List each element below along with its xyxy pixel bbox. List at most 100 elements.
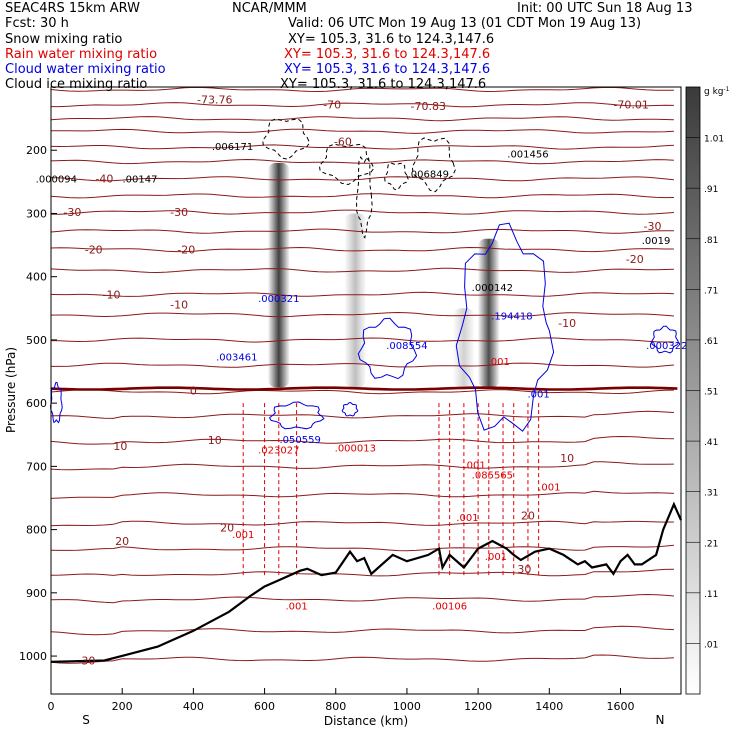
zero-degree-contour <box>50 386 678 391</box>
maximum-label: .001 <box>285 601 307 612</box>
colorbar: .01 .11 .21 .31 .41 .51 .61 .71 .81 .91 1.01 g kg-… <box>685 86 730 695</box>
y-tick-label: 200 <box>26 144 47 157</box>
y-tick-label: 300 <box>26 207 47 220</box>
model-title: SEAC4RS 15km ARW <box>5 1 141 16</box>
maximum-label: .001456 <box>507 149 548 160</box>
x-tick-label: 1600 <box>606 700 634 713</box>
x-tick-label: 800 <box>325 700 346 713</box>
maximum-label: .001 <box>463 460 485 471</box>
temperature-label: -20 <box>626 253 644 266</box>
valid-time: Valid: 06 UTC Mon 19 Aug 13 (01 CDT Mon … <box>288 16 642 31</box>
colorbar-label: .41 <box>704 438 718 448</box>
temperature-contour <box>50 544 674 552</box>
temperature-label: -20 <box>177 243 195 256</box>
temperature-label: -30 <box>63 206 81 219</box>
temperature-contour <box>50 246 674 253</box>
temperature-contour <box>50 461 674 471</box>
x-axis-title: Distance (km) <box>324 714 408 728</box>
temperature-contour <box>50 176 674 182</box>
temperature-contour <box>50 144 674 150</box>
temperature-label: 10 <box>560 452 574 465</box>
x-tick-label: 600 <box>254 700 275 713</box>
field-label-cloud-ice: Cloud ice mixing ratio <box>5 77 148 92</box>
x-tick-label: 1400 <box>535 700 563 713</box>
maximum-label: .000094 <box>36 175 77 186</box>
colorbar-ticks: .01 .11 .21 .31 .41 .51 .61 .71 .81 .91 1.01 <box>686 135 724 650</box>
y-tick-label: 600 <box>26 397 47 410</box>
cloud-water-contour <box>357 317 418 380</box>
temperature-contour <box>50 291 674 297</box>
maximum-label: .023027 <box>258 445 299 456</box>
snow-column <box>452 308 475 388</box>
cloud-ice-contour <box>262 118 311 160</box>
temperature-contour <box>50 128 674 134</box>
maximum-label: .001 <box>485 552 507 563</box>
temperature-contour <box>50 654 674 664</box>
cloud-water-contour <box>455 222 555 432</box>
maximum-label: .050559 <box>279 435 320 446</box>
xy-snow: XY= 105.3, 31.6 to 124.3,147.6 <box>288 32 495 47</box>
temperature-label: -70 <box>323 99 341 112</box>
x-end-label-north: N <box>656 713 665 727</box>
temperature-contour <box>50 337 674 343</box>
colorbar-label: .31 <box>704 489 718 499</box>
temperature-label: 10 <box>113 440 127 453</box>
colorbar-label: .01 <box>704 640 718 650</box>
maximum-label: .006849 <box>408 170 449 181</box>
xy-cloud-water: XY= 105.3, 31.6 to 124.3,147.6 <box>284 62 491 77</box>
temperature-contour <box>50 86 674 93</box>
temperature-contour <box>50 311 674 318</box>
temperature-contour <box>51 362 674 368</box>
y-axis-title: Pressure (hPa) <box>4 347 18 433</box>
maximum-label: .00106 <box>432 601 467 612</box>
xy-cloud-ice: XY= 105.3, 31.6 to 124.3,147.6 <box>280 77 487 92</box>
init-time: Init: 00 UTC Sun 18 Aug 13 <box>517 1 693 16</box>
temperature-contour <box>51 102 674 108</box>
y-tick-label: 900 <box>26 587 47 600</box>
maximum-label: .001 <box>488 357 510 368</box>
temperature-label: -60 <box>334 135 352 148</box>
temperature-contour <box>50 158 674 165</box>
colorbar-label: .71 <box>704 286 718 296</box>
colorbar-label: .11 <box>704 590 718 600</box>
maximum-label: .001 <box>232 530 254 541</box>
maximum-label: .000322 <box>646 341 687 352</box>
temperature-label: 0 <box>190 385 197 398</box>
y-tick-label: 1000 <box>19 650 47 663</box>
maximum-label: .000013 <box>335 443 376 454</box>
colorbar-unit: g kg-1 <box>704 86 730 97</box>
temperature-contour <box>50 435 674 445</box>
axes: 0 200 400 600 800 1000 1200 1400 160020030040050… <box>19 144 634 713</box>
temperature-contour <box>50 625 674 636</box>
hydrometeor-contours <box>49 118 680 578</box>
maximum-label: .085565 <box>472 471 513 482</box>
maximum-label: .008554 <box>386 341 427 352</box>
temperature-label: 20 <box>521 510 535 523</box>
temperature-label: -30 <box>644 220 662 233</box>
temperature-contour <box>50 410 674 419</box>
temperature-label: -70.01 <box>613 99 648 112</box>
temperature-contour <box>50 490 674 499</box>
cloud-ice-contour <box>384 162 409 191</box>
temperature-label: 20 <box>220 522 234 535</box>
temperature-contour <box>50 593 674 604</box>
colorbar-label: .61 <box>704 337 718 347</box>
snow-column <box>267 162 290 388</box>
x-tick-label: 200 <box>112 700 133 713</box>
y-tick-label: 700 <box>26 460 47 473</box>
cloud-ice-contour <box>411 137 456 193</box>
x-tick-label: 0 <box>48 700 55 713</box>
maximum-label: .00147 <box>122 175 157 186</box>
maximum-label: .194418 <box>491 311 532 322</box>
maximum-label: .006171 <box>212 142 253 153</box>
temperature-label: 10 <box>208 434 222 447</box>
temperature-contour <box>50 568 674 577</box>
temperature-contour <box>50 520 674 527</box>
terrain-line <box>50 501 683 663</box>
y-tick-label: 500 <box>26 334 47 347</box>
cloud-water-contour <box>341 402 359 417</box>
maximum-label: .001 <box>527 390 549 401</box>
cloud-water-contour <box>650 325 680 354</box>
temperature-label: -40 <box>95 173 113 186</box>
